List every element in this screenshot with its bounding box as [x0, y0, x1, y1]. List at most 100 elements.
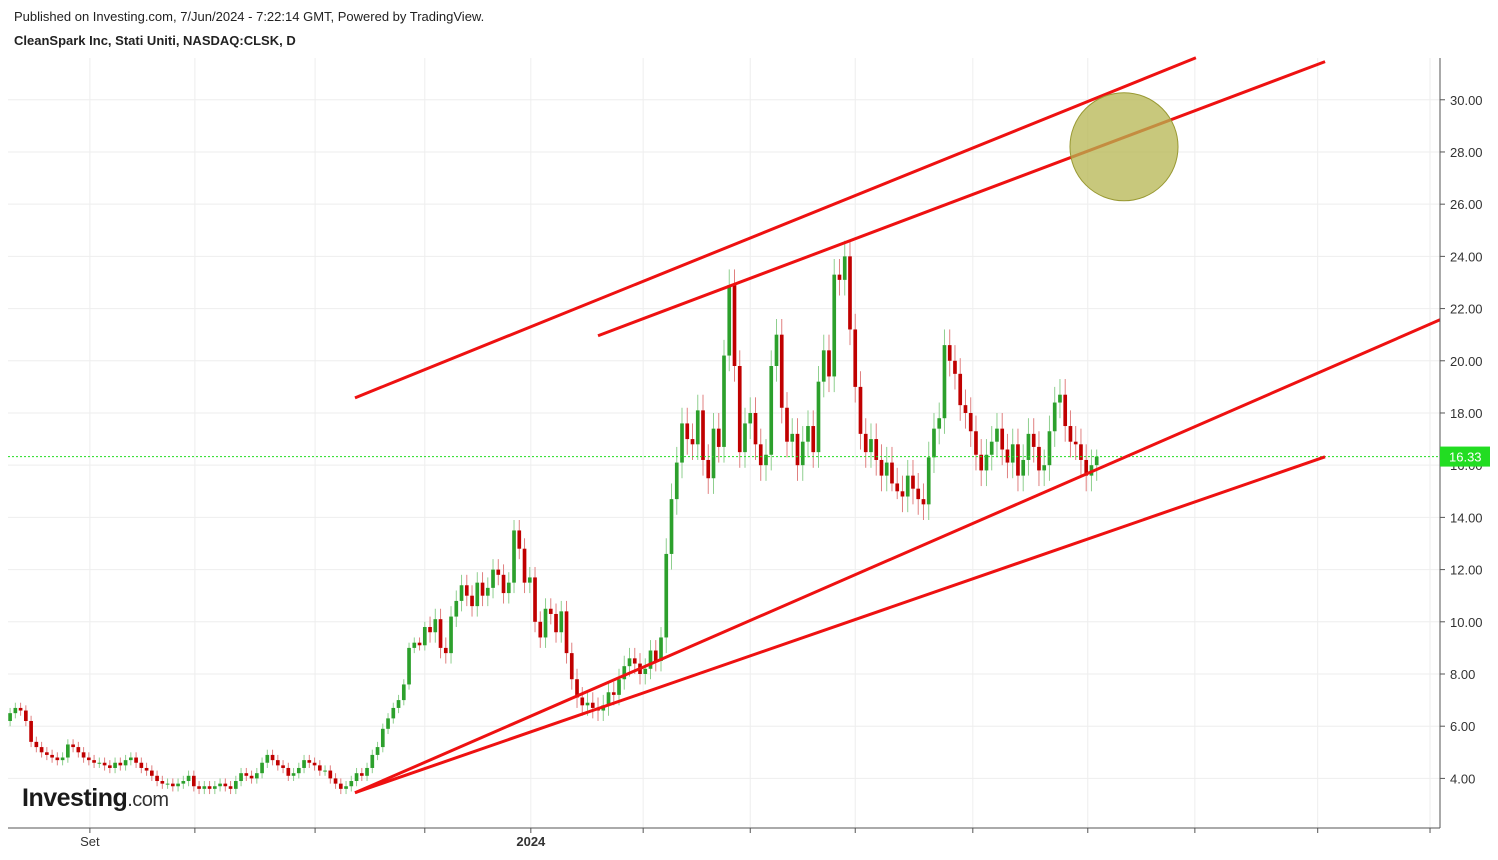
grid: [8, 58, 1440, 828]
candle-body: [45, 752, 49, 755]
candle-body: [491, 569, 495, 588]
candle-body: [743, 423, 747, 453]
candle-body: [407, 647, 411, 685]
candle-body: [1047, 431, 1052, 466]
candle-body: [512, 530, 516, 583]
candle-body: [685, 423, 690, 440]
candle-body: [690, 439, 695, 445]
candle-body: [317, 765, 322, 771]
candle-body: [569, 653, 574, 680]
y-tick-label: 10.00: [1450, 615, 1483, 630]
y-tick-label: 22.00: [1450, 302, 1483, 317]
candle-body: [428, 627, 432, 633]
candle-body: [800, 441, 805, 466]
candle-body: [422, 627, 427, 646]
candle-body: [155, 775, 159, 782]
candle-body: [160, 781, 165, 784]
candle-body: [286, 767, 291, 776]
candle-body: [1084, 459, 1089, 476]
candle-body: [118, 762, 123, 766]
candle-body: [291, 773, 296, 776]
candle-body: [554, 613, 558, 633]
candle-body: [716, 428, 721, 447]
candle-body: [680, 423, 684, 463]
candle-body: [863, 433, 868, 453]
candle-body: [375, 747, 380, 755]
candle-body: [417, 642, 422, 646]
candle-body: [333, 778, 338, 784]
candle-body: [233, 781, 238, 789]
x-tick-label: Set: [80, 834, 100, 849]
overlay: [8, 56, 1441, 795]
candle-body: [905, 475, 910, 497]
candle-body: [811, 426, 816, 453]
candle-body: [779, 334, 784, 408]
plot: [8, 240, 1099, 795]
candle-body: [186, 775, 191, 782]
candle-body: [202, 786, 207, 789]
candle-body: [102, 762, 107, 766]
candle-body: [296, 767, 301, 774]
candle-body: [837, 274, 842, 280]
candle-body: [900, 491, 905, 497]
candle-body: [24, 710, 28, 721]
trend-line: [597, 60, 1326, 338]
candle-body: [244, 773, 249, 776]
y-tick-label: 28.00: [1450, 145, 1483, 160]
x-tick-label: 2024: [516, 834, 546, 849]
last-price-box: [1440, 446, 1490, 467]
candle-body: [722, 355, 726, 447]
candle-body: [76, 747, 81, 753]
candle-body: [795, 433, 800, 466]
candle-body: [659, 637, 663, 661]
candle-body: [1042, 465, 1047, 471]
candle-body: [480, 582, 485, 596]
candle-body: [191, 775, 196, 787]
candle-body: [8, 713, 12, 721]
candle-body: [921, 499, 926, 505]
candle-body: [963, 405, 968, 413]
candle-body: [265, 754, 270, 763]
candle-body: [627, 658, 632, 667]
candle-body: [18, 707, 23, 711]
candle-body: [884, 462, 889, 476]
candle-body: [386, 718, 390, 729]
candle-body: [874, 439, 879, 460]
candle-body: [968, 412, 973, 432]
candle-body: [260, 762, 264, 774]
candle-body: [827, 350, 831, 377]
candle-body: [617, 679, 621, 695]
candle-body: [1026, 433, 1031, 460]
candle-body: [842, 256, 847, 280]
candle-body: [1016, 444, 1020, 476]
candle-body: [128, 757, 133, 761]
candle-body: [701, 410, 705, 460]
candle-body: [958, 373, 963, 406]
candle-body: [254, 773, 259, 779]
published-note: Published on Investing.com, 7/Jun/2024 -…: [14, 9, 484, 24]
candle-body: [207, 786, 212, 789]
candle-body: [937, 418, 942, 429]
y-tick-label: 24.00: [1450, 249, 1483, 264]
candle-body: [764, 454, 768, 466]
candle-body: [1005, 449, 1010, 463]
candle-body: [711, 428, 716, 479]
candle-body: [13, 707, 18, 714]
candle-body: [916, 488, 921, 500]
candle-body: [92, 760, 96, 763]
candle-body: [753, 412, 758, 445]
candle-body: [443, 647, 448, 654]
candle-body: [323, 770, 327, 772]
candle-body: [517, 530, 522, 549]
candle-body: [1058, 394, 1062, 403]
y-tick-label: 14.00: [1450, 510, 1483, 525]
candle-body: [869, 439, 873, 453]
candle-body: [165, 783, 170, 785]
candle-body: [622, 666, 627, 680]
candle-body: [218, 783, 222, 787]
candle-body: [1073, 441, 1078, 445]
candle-body: [1052, 402, 1057, 432]
candle-body: [758, 444, 763, 466]
candle-body: [548, 608, 553, 614]
